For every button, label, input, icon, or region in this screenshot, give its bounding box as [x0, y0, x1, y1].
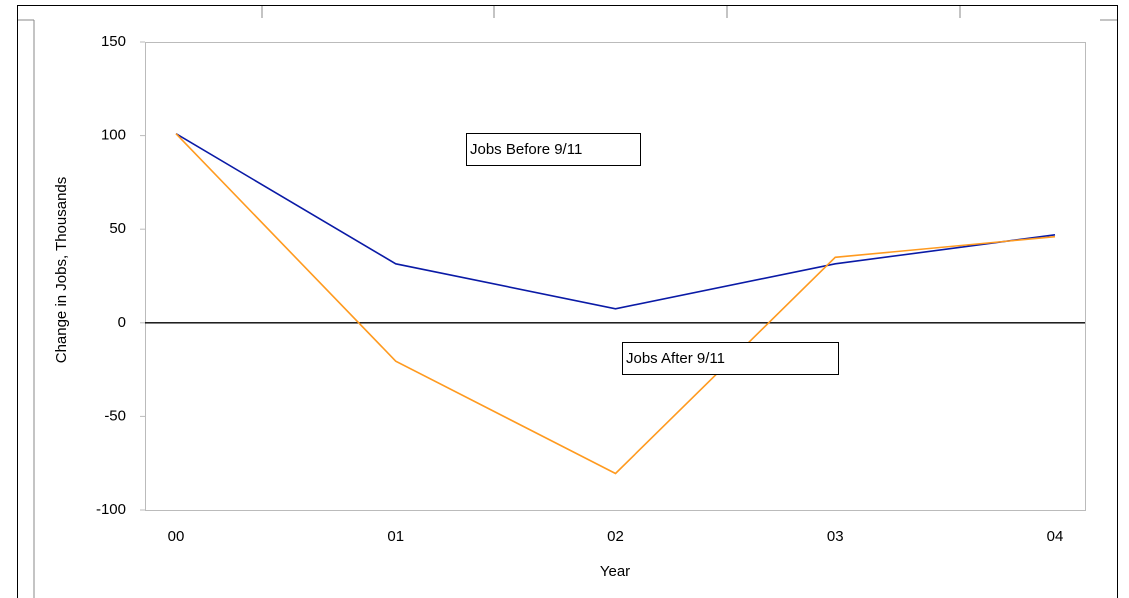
- x-tick-label: 00: [168, 528, 185, 545]
- series-label: Jobs Before 9/11: [470, 141, 582, 158]
- x-axis-label: Year: [600, 563, 630, 580]
- y-tick-label: 150: [101, 33, 126, 50]
- frame-ticks: [18, 6, 1117, 598]
- y-tick-label: -100: [96, 501, 126, 518]
- y-axis-label: Change in Jobs, Thousands: [53, 177, 70, 364]
- x-tick-label: 04: [1047, 528, 1064, 545]
- y-tick-label: -50: [104, 407, 126, 424]
- x-tick-label: 02: [607, 528, 624, 545]
- series-line: [175, 133, 1056, 310]
- y-tick-label: 100: [101, 127, 126, 144]
- x-tick-label: 03: [827, 528, 844, 545]
- outer-frame: [17, 5, 1118, 598]
- y-tick-label: 50: [109, 220, 126, 237]
- x-tick-label: 01: [387, 528, 404, 545]
- plot-area: [145, 42, 1086, 511]
- series-label-box: [622, 342, 839, 375]
- series-label-box: [466, 133, 641, 166]
- series-line: [175, 133, 1056, 475]
- series-label: Jobs After 9/11: [626, 350, 725, 367]
- y-tick-label: 0: [118, 314, 126, 331]
